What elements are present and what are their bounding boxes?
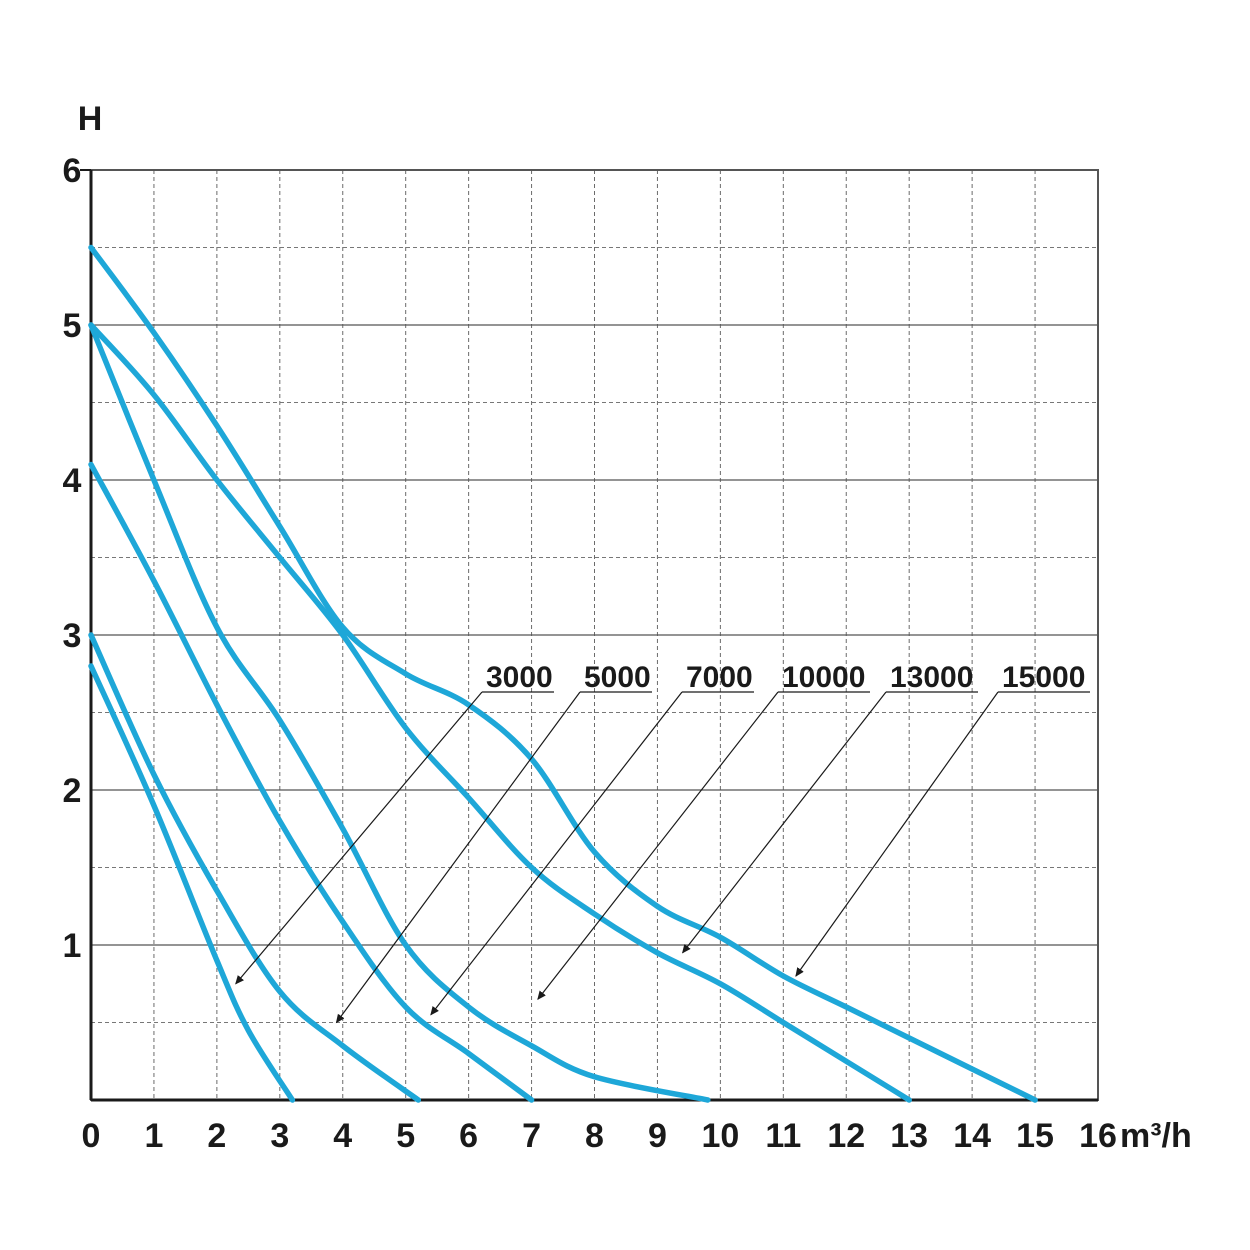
y-tick-label: 3 [63, 617, 82, 655]
series-line-5000 [88, 632, 422, 1103]
series-annotations: 3000 5000 7000 10000 13000 15000 [235, 661, 1090, 1024]
x-tick-label: 12 [827, 1117, 865, 1155]
x-tick-label: 6 [459, 1117, 478, 1155]
label-arrow [335, 691, 581, 1024]
x-tick-label: 16 [1079, 1117, 1117, 1155]
y-tick-labels: 1 2 3 4 5 6 [63, 152, 82, 965]
x-tick-label: 11 [765, 1117, 801, 1155]
x-tick-labels: 0 1 2 3 4 5 6 7 8 9 10 11 12 13 14 15 16 [82, 1117, 1117, 1155]
series-line-15000 [88, 244, 1038, 1103]
label-arrow [795, 691, 999, 977]
y-tick-label: 4 [63, 462, 82, 500]
y-tick-label: 1 [63, 927, 82, 965]
series-line-13000 [88, 322, 912, 1103]
y-tick-label: 6 [63, 152, 82, 190]
series-label-10000: 10000 [782, 661, 865, 694]
series-lines [88, 244, 1038, 1103]
label-arrow [537, 691, 779, 1001]
x-tick-label: 15 [1016, 1117, 1054, 1155]
series-line-10000 [88, 322, 711, 1103]
x-tick-label: 0 [82, 1117, 101, 1155]
series-line-3000 [88, 663, 296, 1103]
y-axis-title: H [78, 100, 103, 138]
x-tick-label: 3 [270, 1117, 289, 1155]
x-tick-label: 4 [333, 1117, 352, 1155]
x-tick-label: 7 [522, 1117, 541, 1155]
series-label-3000: 3000 [486, 661, 553, 694]
x-tick-label: 8 [585, 1117, 604, 1155]
series-label-13000: 13000 [890, 661, 973, 694]
x-axis-title: m³/h [1120, 1117, 1192, 1155]
label-arrow [235, 691, 483, 985]
y-tick-label: 2 [63, 772, 82, 810]
grid [91, 170, 1098, 1100]
x-tick-label: 1 [144, 1117, 163, 1155]
series-label-15000: 15000 [1002, 661, 1085, 694]
label-arrow [430, 691, 683, 1016]
x-tick-label: 2 [207, 1117, 226, 1155]
x-tick-label: 9 [648, 1117, 667, 1155]
x-tick-label: 5 [396, 1117, 415, 1155]
series-line-7000 [88, 461, 535, 1103]
series-label-7000: 7000 [686, 661, 753, 694]
x-tick-label: 13 [890, 1117, 928, 1155]
y-tick-label: 5 [63, 307, 82, 345]
x-tick-label: 10 [701, 1117, 739, 1155]
x-tick-label: 14 [953, 1117, 991, 1155]
label-arrow [681, 691, 887, 954]
series-label-5000: 5000 [584, 661, 651, 694]
